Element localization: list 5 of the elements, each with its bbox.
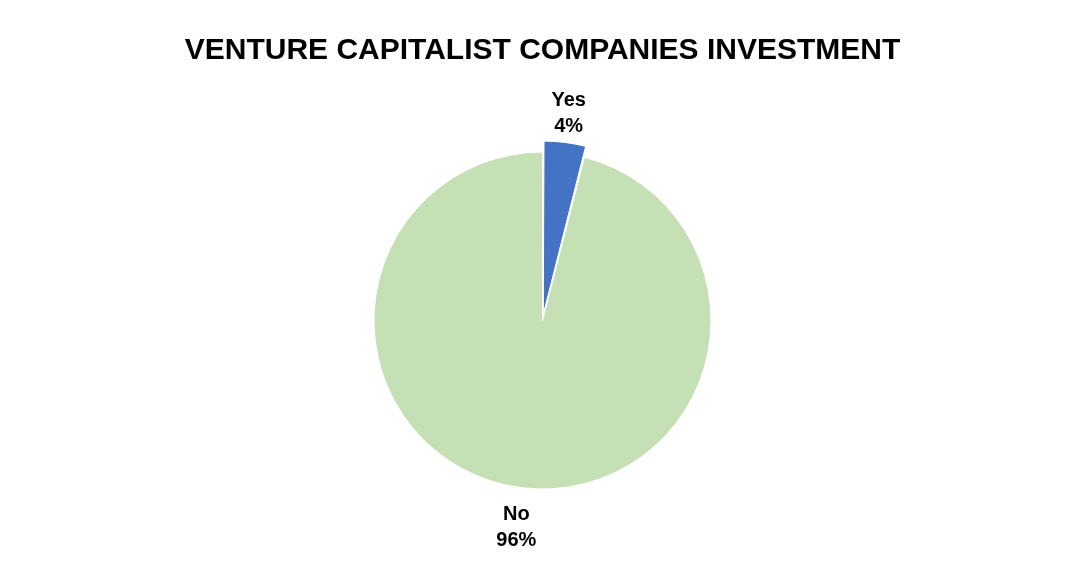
- slice-label: Yes: [551, 88, 586, 111]
- slice-label: No: [503, 501, 530, 524]
- chart-title: VENTURE CAPITALIST COMPANIES INVESTMENT: [184, 32, 901, 66]
- data-label: 4%: [554, 114, 584, 137]
- data-label: 96%: [496, 527, 537, 550]
